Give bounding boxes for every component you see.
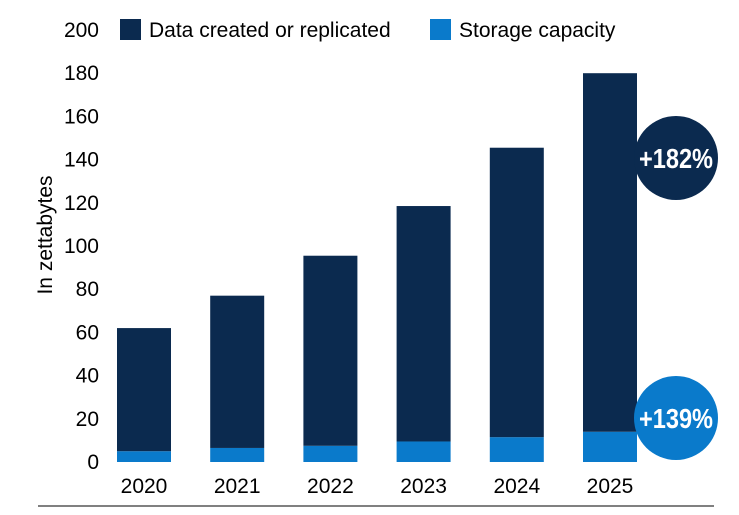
bar-storage-capacity [117, 451, 171, 462]
y-tick-label: 200 [64, 19, 99, 42]
x-tick-label: 2025 [587, 475, 634, 498]
y-tick-label: 180 [64, 62, 99, 85]
bar-data-created [396, 206, 451, 442]
callout-data-growth-text: +182% [639, 143, 713, 174]
y-axis-ticks: 0 20 40 60 80 100 120 140 160 180 200 [64, 19, 99, 474]
legend-label-storage: Storage capacity [459, 19, 616, 42]
bar-storage-capacity [396, 441, 451, 462]
legend: Data created or replicated Storage capac… [120, 19, 616, 42]
y-tick-label: 160 [64, 105, 99, 128]
y-tick-label: 60 [76, 321, 99, 344]
bar-data-created [303, 255, 358, 446]
x-tick-label: 2023 [400, 475, 447, 498]
bar-storage-capacity [583, 431, 637, 462]
y-tick-label: 120 [64, 192, 99, 215]
bar-data-created [489, 147, 544, 438]
y-tick-label: 140 [64, 149, 99, 172]
legend-label-data: Data created or replicated [149, 19, 391, 42]
bar-data-created [583, 73, 637, 432]
x-tick-label: 2022 [307, 475, 354, 498]
y-axis-label: In zettabytes [34, 175, 57, 294]
bar-storage-capacity [489, 437, 544, 462]
x-axis-ticks: 2020 2021 2022 2023 2024 2025 [121, 475, 634, 498]
y-tick-label: 40 [76, 365, 99, 388]
y-tick-label: 20 [76, 408, 99, 431]
bar-data-created [210, 295, 265, 448]
x-tick-label: 2024 [493, 475, 540, 498]
callout-storage-growth-text: +139% [639, 403, 713, 434]
y-tick-label: 80 [76, 278, 99, 301]
y-tick-label: 100 [64, 235, 99, 258]
callout-data-growth: +182% [634, 116, 718, 200]
legend-swatch-data [120, 19, 141, 40]
x-tick-label: 2021 [214, 475, 261, 498]
callout-storage-growth: +139% [634, 376, 718, 460]
bar-storage-capacity [303, 445, 358, 462]
bars [117, 73, 637, 462]
legend-swatch-storage [430, 19, 451, 40]
x-tick-label: 2020 [121, 475, 168, 498]
bar-storage-capacity [210, 447, 265, 462]
y-tick-label: 0 [87, 451, 99, 474]
bar-data-created [117, 328, 171, 452]
